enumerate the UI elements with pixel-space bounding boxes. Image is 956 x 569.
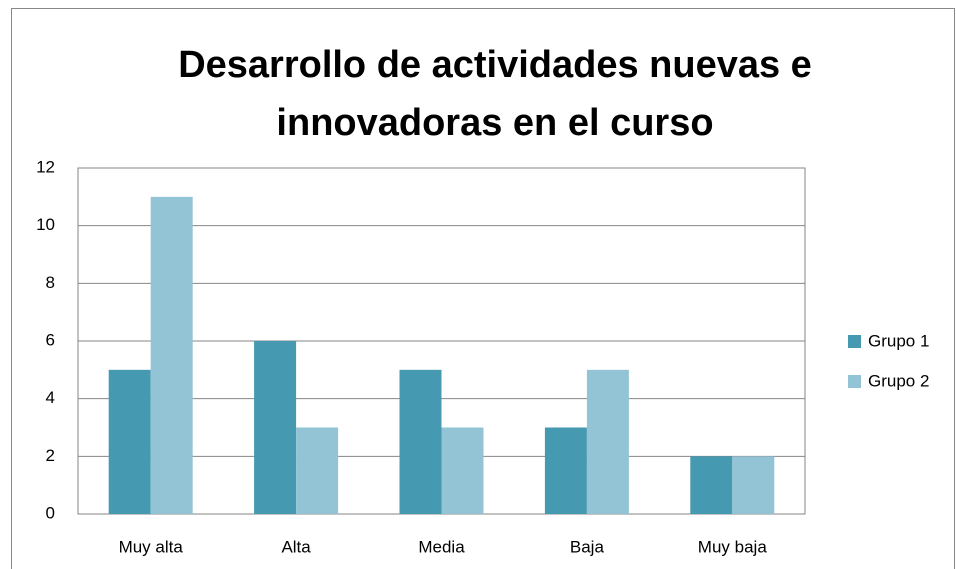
chart-frame: [11, 8, 955, 569]
chart-title: Desarrollo de actividades nuevas e innov…: [178, 44, 812, 144]
bar: [296, 427, 339, 514]
legend-swatch: [848, 335, 861, 348]
y-tick-label: 4: [46, 388, 55, 407]
y-tick-label: 2: [46, 446, 55, 465]
y-tick-label: 6: [46, 330, 55, 349]
legend-label: Grupo 2: [868, 371, 929, 390]
bar: [254, 341, 297, 514]
bar: [150, 196, 193, 515]
bar: [586, 369, 629, 514]
x-tick-label: Baja: [570, 537, 605, 556]
y-tick-label: 10: [36, 215, 55, 234]
x-tick-label: Media: [418, 537, 465, 556]
legend-label: Grupo 1: [868, 331, 929, 350]
x-tick-label: Muy alta: [119, 537, 184, 556]
x-tick-label: Alta: [281, 537, 311, 556]
x-tick-label: Muy baja: [698, 537, 768, 556]
bar: [690, 456, 733, 514]
y-tick-label: 12: [36, 157, 55, 176]
bar: [544, 427, 587, 514]
bar: [399, 369, 442, 514]
bar: [108, 369, 151, 514]
legend-swatch: [848, 375, 861, 388]
y-tick-label: 0: [46, 503, 55, 522]
bar: [732, 456, 775, 514]
y-tick-label: 8: [46, 273, 55, 292]
bar: [441, 427, 484, 514]
